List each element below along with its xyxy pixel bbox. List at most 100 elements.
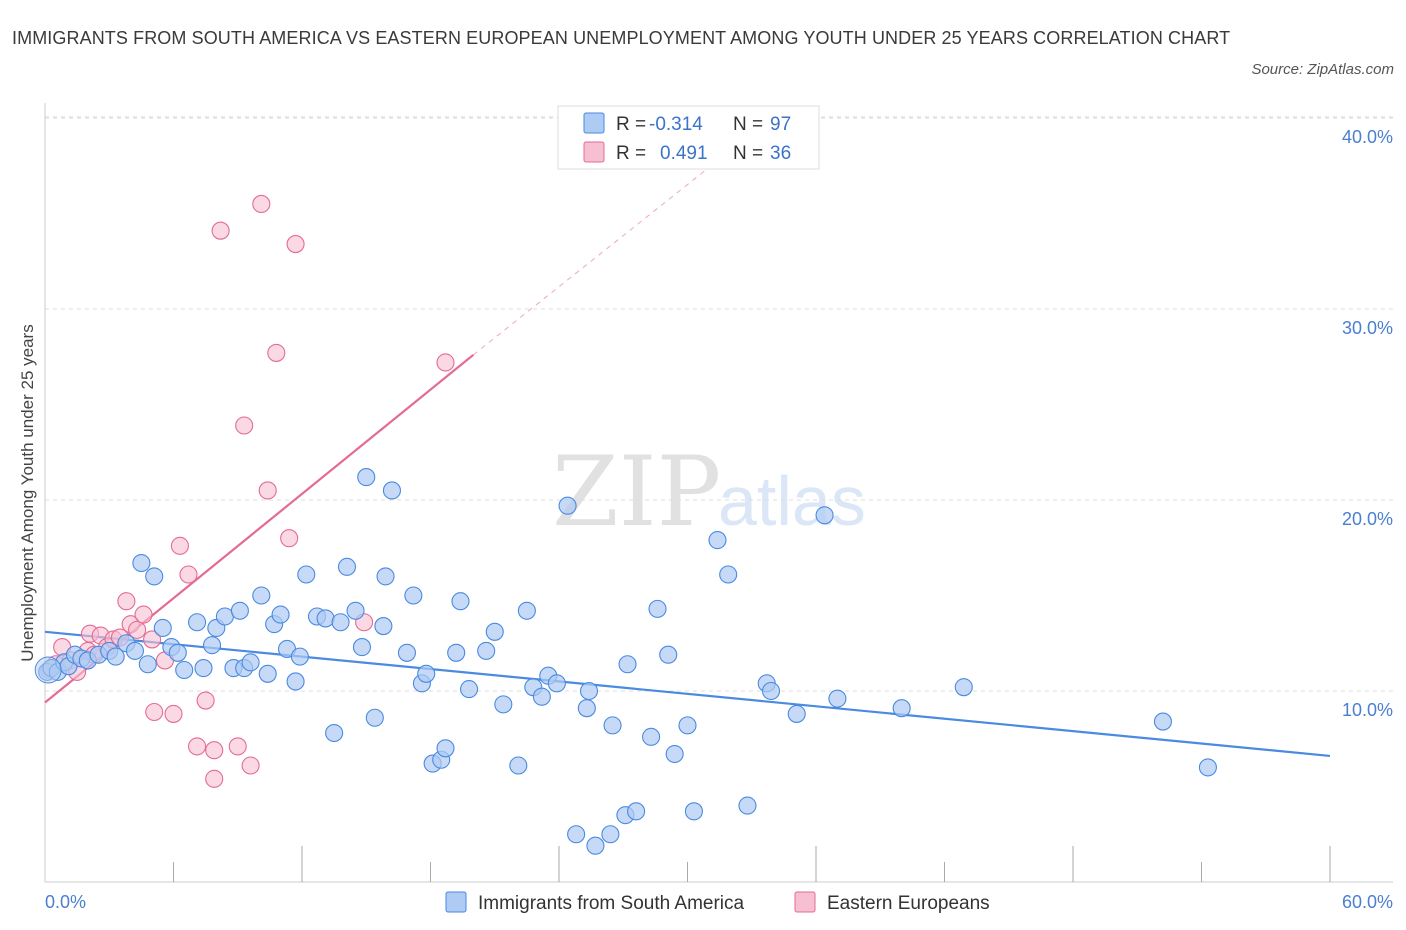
stats-legend: R = -0.314 N = 97 R = 0.491 N = 36 [557, 105, 820, 170]
point-south-america [618, 655, 637, 674]
point-south-america [175, 660, 194, 680]
point-south-america [719, 565, 738, 584]
point-eastern-european [188, 737, 207, 756]
point-south-america [382, 481, 402, 500]
point-eastern-european [211, 221, 230, 240]
point-eastern-european [252, 194, 271, 213]
legend-n-value-1: 97 [770, 114, 791, 135]
point-south-america [659, 645, 678, 664]
point-south-america [447, 643, 466, 662]
chart-title: IMMIGRANTS FROM SOUTH AMERICA VS EASTERN… [12, 28, 1231, 48]
point-south-america [357, 468, 376, 487]
point-south-america [815, 506, 834, 525]
y-tick-label: 10.0% [1342, 700, 1393, 720]
point-eastern-european [179, 565, 198, 584]
point-south-america [601, 825, 620, 844]
point-south-america [188, 613, 207, 632]
point-south-america [787, 704, 806, 723]
point-south-america [286, 672, 305, 691]
point-south-america [230, 601, 249, 620]
point-south-america [352, 638, 372, 657]
y-axis-label: Unemployment Among Youth under 25 years [18, 324, 37, 661]
point-south-america [125, 641, 144, 660]
point-south-america [603, 716, 622, 735]
point-south-america [106, 647, 125, 666]
point-eastern-european [196, 691, 215, 710]
legend-r-value-1: -0.314 [649, 114, 703, 135]
point-south-america [241, 653, 260, 672]
point-south-america [417, 664, 436, 683]
point-south-america [532, 687, 551, 706]
watermark-atlas: atlas [718, 462, 866, 540]
point-south-america [738, 796, 757, 815]
series-name-2: Eastern Europeans [827, 893, 990, 914]
point-south-america [761, 681, 781, 701]
point-south-america [374, 617, 393, 636]
grid-lines [45, 116, 1393, 692]
y-tick-label: 30.0% [1342, 318, 1393, 338]
point-south-america [627, 802, 646, 821]
data-points [34, 194, 1217, 855]
point-eastern-european [134, 605, 153, 624]
legend-swatch-blue [583, 112, 605, 134]
point-south-america [828, 689, 847, 708]
point-south-america [567, 825, 586, 844]
point-south-america [138, 655, 157, 674]
point-eastern-european [241, 756, 260, 775]
point-south-america [331, 613, 350, 632]
point-south-america [365, 708, 384, 727]
point-south-america [648, 599, 667, 618]
series-name-1: Immigrants from South America [478, 893, 745, 914]
watermark-zip: ZIP [552, 436, 721, 548]
point-south-america [252, 586, 271, 605]
point-eastern-european [170, 536, 189, 555]
series-swatch-blue [445, 891, 467, 913]
point-south-america [558, 496, 577, 515]
point-eastern-european [280, 529, 299, 548]
point-south-america [346, 601, 365, 620]
legend-r-label-2: R = [616, 143, 646, 164]
point-south-america [325, 723, 344, 743]
point-eastern-european [117, 592, 136, 611]
point-eastern-european [205, 741, 224, 760]
point-eastern-european [267, 343, 286, 362]
series-legend: Immigrants from South America Eastern Eu… [445, 891, 990, 914]
point-south-america [132, 553, 151, 573]
x-tick-label: 0.0% [45, 892, 86, 912]
point-south-america [397, 643, 416, 662]
point-south-america [1153, 712, 1172, 731]
point-eastern-european [164, 704, 183, 723]
legend-n-label-1: N = [733, 114, 763, 135]
source-label: Source: ZipAtlas.com [1251, 61, 1394, 78]
y-tick-label: 20.0% [1342, 509, 1393, 529]
point-south-america [376, 567, 395, 586]
point-eastern-european [145, 702, 164, 722]
legend-r-label-1: R = [616, 114, 646, 135]
point-south-america [665, 744, 684, 764]
legend-n-label-2: N = [733, 143, 763, 164]
point-south-america [194, 659, 213, 678]
point-south-america [547, 674, 566, 693]
point-eastern-european [235, 416, 254, 435]
trend-line-south-america [44, 630, 1331, 758]
point-south-america [708, 531, 727, 550]
point-south-america [485, 622, 504, 641]
point-eastern-european [228, 737, 247, 756]
tick-labels: 10.0% 20.0% 30.0% 40.0% 0.0% 60.0% [45, 127, 1393, 912]
point-south-america [145, 567, 164, 586]
point-south-america [892, 699, 911, 718]
point-eastern-european [286, 235, 305, 254]
point-eastern-european [143, 630, 162, 649]
point-south-america [337, 557, 357, 576]
point-south-america [477, 641, 496, 660]
zipatlas-watermark: ZIP atlas [552, 436, 866, 548]
point-eastern-european [205, 769, 224, 788]
point-south-america [642, 727, 661, 746]
point-south-america [517, 601, 536, 620]
point-south-america [290, 647, 309, 666]
point-south-america [168, 643, 187, 662]
point-south-america [436, 739, 455, 758]
point-south-america [586, 836, 605, 855]
legend-n-value-2: 36 [770, 143, 791, 164]
